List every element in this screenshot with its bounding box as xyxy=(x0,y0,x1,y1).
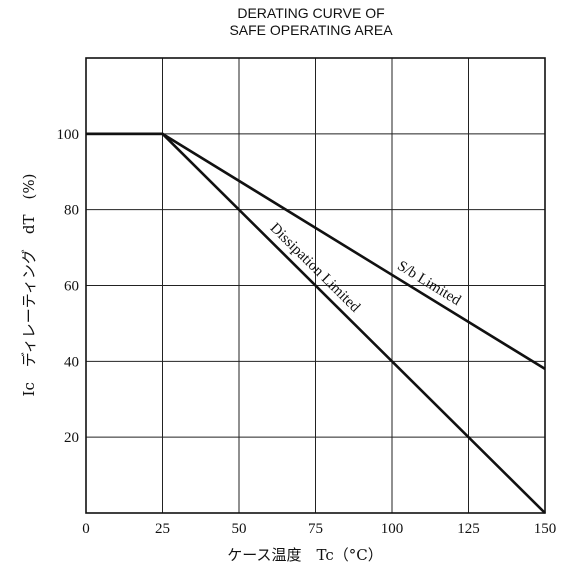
y-axis-label: Ic ディレーティング dT (%) xyxy=(20,174,38,397)
series-lines xyxy=(86,132,546,514)
y-tick-label-100: 100 xyxy=(57,127,80,143)
chart-title-line-1: DERATING CURVE OF xyxy=(237,5,384,21)
tick-labels: 0 25 50 75 100 125 150 20 40 60 80 100 xyxy=(57,127,557,537)
y-tick-label-60: 60 xyxy=(64,279,79,295)
y-tick-label-80: 80 xyxy=(64,203,79,219)
x-tick-label-0: 0 xyxy=(82,521,90,537)
chart-title-line-2: SAFE OPERATING AREA xyxy=(229,22,393,38)
series-line-2 xyxy=(86,132,546,514)
x-tick-label-50: 50 xyxy=(232,521,247,537)
y-tick-label-20: 20 xyxy=(64,430,79,446)
series-annotation-2: Dissipation Limited xyxy=(267,220,364,316)
x-axis-label: ケース温度 Tc（°C） xyxy=(227,546,382,564)
grid-lines xyxy=(86,58,545,513)
x-tick-label-25: 25 xyxy=(155,521,170,537)
y-tick-label-40: 40 xyxy=(64,354,79,370)
x-tick-label-75: 75 xyxy=(308,521,323,537)
x-tick-label-125: 125 xyxy=(457,521,480,537)
x-tick-label-100: 100 xyxy=(381,521,404,537)
plot-frame xyxy=(85,57,546,514)
x-tick-label-150: 150 xyxy=(534,521,557,537)
